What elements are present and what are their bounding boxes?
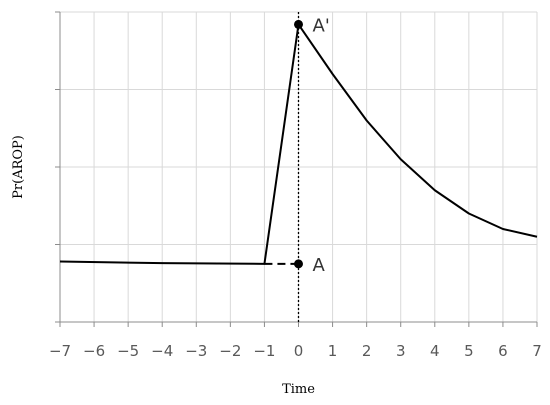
annotated-points: A' A: [294, 15, 330, 276]
x-tick-labels: −7 −6 −5 −4 −3 −2 −1 0 1 2 3 4 5 6 7: [49, 342, 542, 360]
x-tick-label: −1: [253, 342, 275, 360]
x-tick-label: 4: [430, 342, 440, 360]
series-line-solid: [59, 23, 538, 265]
x-tick-label: 0: [294, 342, 304, 360]
x-tick-label: −7: [49, 342, 71, 360]
x-tick-label: 5: [464, 342, 474, 360]
x-tick-label: −6: [83, 342, 105, 360]
x-tick-label: 6: [498, 342, 508, 360]
y-axis-title: Pr(AROP): [11, 135, 26, 199]
series-lines: [59, 23, 538, 265]
grid-lines: [60, 11, 538, 322]
x-tick-label: 1: [328, 342, 338, 360]
x-tick-label: 2: [362, 342, 372, 360]
x-tick-label: 3: [396, 342, 406, 360]
x-tick-label: −3: [185, 342, 207, 360]
point-label: A': [313, 15, 330, 36]
point-marker: [294, 259, 303, 269]
x-tick-label: −2: [219, 342, 241, 360]
x-tick-label: −4: [151, 342, 173, 360]
point-marker: [294, 19, 303, 29]
x-tick-label: 7: [532, 342, 542, 360]
axes: [55, 11, 538, 327]
point-label: A: [313, 255, 326, 276]
x-tick-label: −5: [117, 342, 139, 360]
x-axis-title: Time: [282, 382, 315, 397]
